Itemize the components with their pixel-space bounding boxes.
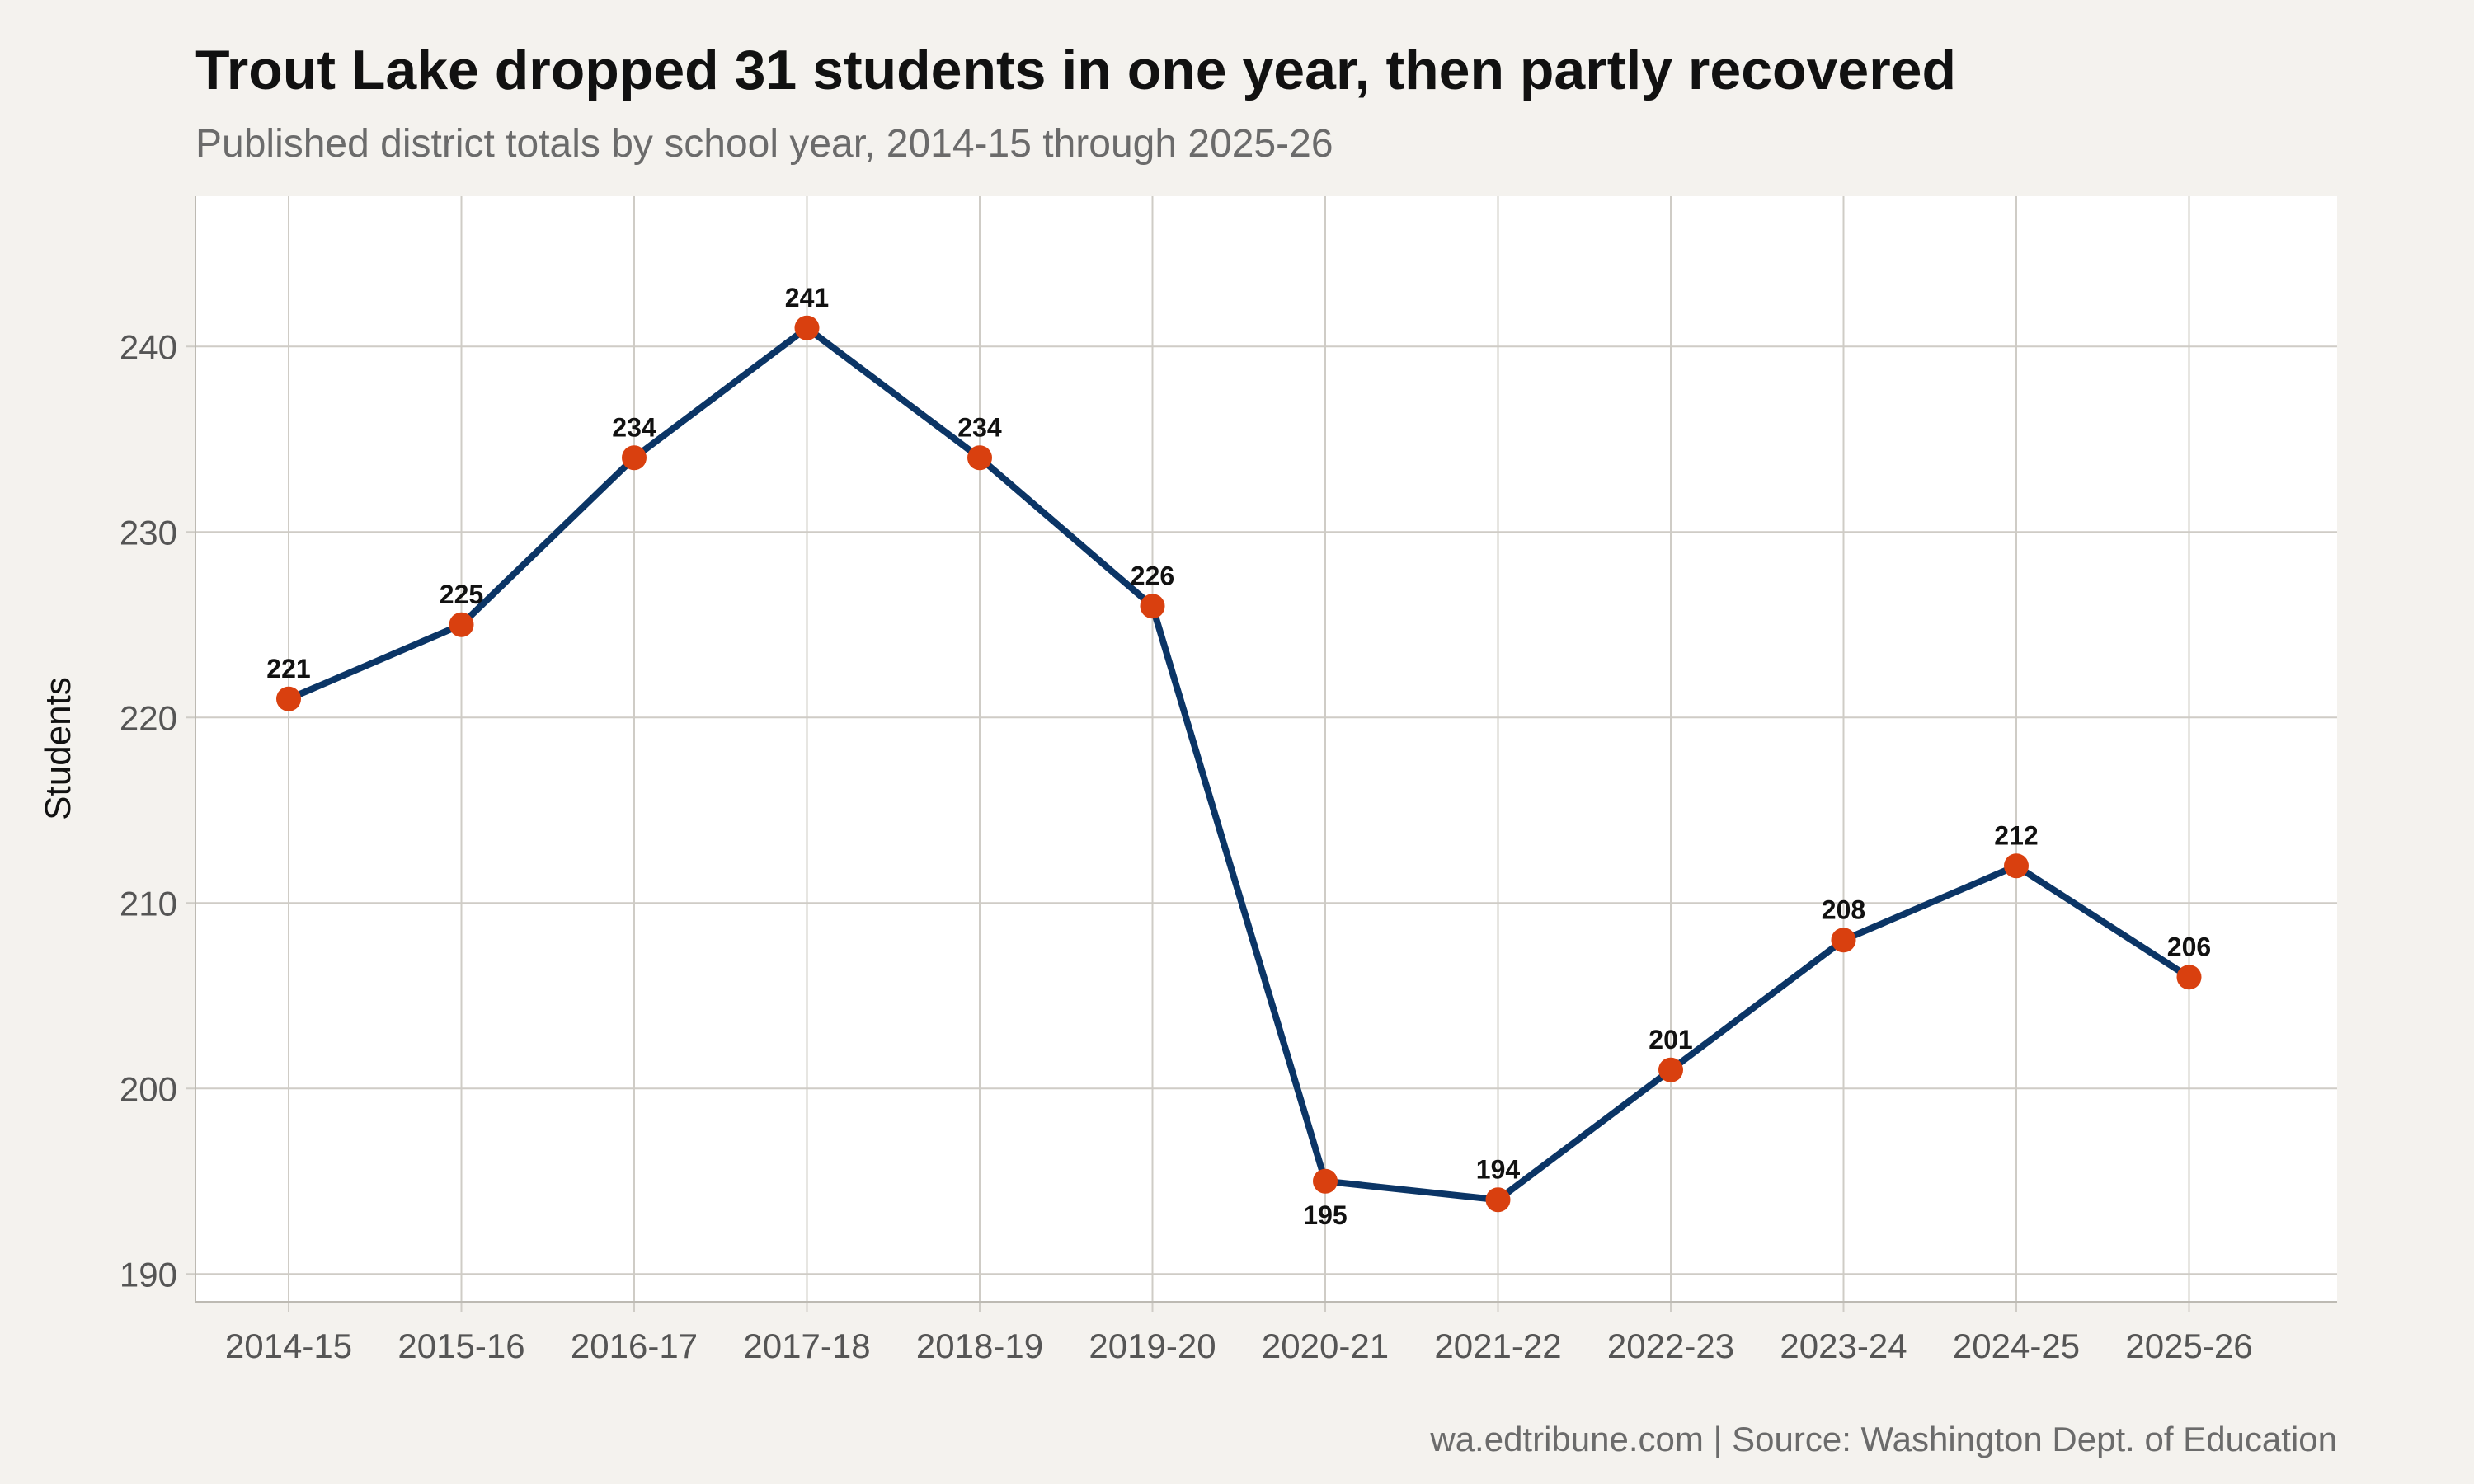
data-point — [967, 445, 992, 471]
data-label: 226 — [1131, 561, 1174, 590]
y-tick-label: 240 — [120, 327, 177, 366]
data-label: 195 — [1303, 1200, 1347, 1230]
data-point — [794, 315, 820, 340]
gridlines — [195, 196, 2337, 1302]
x-tick-label: 2020-21 — [1262, 1327, 1389, 1365]
series-points-group — [276, 315, 2202, 1213]
x-tick-labels: 2014-15 2015-16 2016-17 2017-18 2018-19 2019-… — [225, 1327, 2253, 1365]
data-label: 206 — [2167, 932, 2211, 961]
y-tick-labels: 190 200 210 220 230 240 — [120, 327, 177, 1294]
data-point — [449, 612, 474, 637]
data-label: 194 — [1476, 1154, 1521, 1184]
data-point — [1485, 1187, 1511, 1213]
x-tick-label: 2023-24 — [1780, 1327, 1907, 1365]
y-axis-label: Students — [38, 677, 78, 820]
data-label: 208 — [1822, 895, 1865, 924]
x-tick-label: 2022-23 — [1607, 1327, 1734, 1365]
data-point — [622, 445, 647, 471]
y-tick-label: 220 — [120, 698, 177, 737]
series-line-group — [285, 324, 2193, 1204]
data-point — [1140, 594, 1165, 619]
x-tick-label: 2019-20 — [1089, 1327, 1216, 1365]
x-tick-label: 2021-22 — [1434, 1327, 1561, 1365]
data-point — [2004, 853, 2029, 879]
data-label: 234 — [612, 412, 656, 442]
data-point — [1831, 928, 1856, 953]
data-label: 212 — [1994, 820, 2038, 850]
x-tick-label: 2016-17 — [571, 1327, 698, 1365]
chart-caption: wa.edtribune.com | Source: Washington De… — [1429, 1420, 2337, 1458]
data-point — [1658, 1057, 1683, 1082]
data-point — [1313, 1168, 1338, 1194]
data-point — [276, 686, 301, 711]
x-tick-label: 2017-18 — [743, 1327, 870, 1365]
axes — [186, 196, 2337, 1312]
y-tick-label: 230 — [120, 513, 177, 552]
x-tick-label: 2014-15 — [225, 1327, 352, 1365]
chart-title: Trout Lake dropped 31 students in one ye… — [195, 39, 1956, 101]
x-tick-label: 2015-16 — [397, 1327, 524, 1365]
data-label: 221 — [266, 654, 310, 683]
x-tick-label: 2018-19 — [916, 1327, 1043, 1365]
x-tick-label: 2025-26 — [2125, 1327, 2252, 1365]
data-label: 201 — [1649, 1025, 1692, 1054]
x-tick-label: 2024-25 — [1953, 1327, 2080, 1365]
chart-subtitle: Published district totals by school year… — [195, 122, 1333, 166]
data-label: 225 — [440, 580, 483, 609]
series-line — [285, 324, 2193, 1204]
y-tick-label: 210 — [120, 884, 177, 923]
y-tick-label: 190 — [120, 1255, 177, 1294]
data-label: 241 — [785, 283, 829, 312]
data-point — [2176, 965, 2202, 990]
plot-panel — [195, 196, 2337, 1302]
data-label: 234 — [957, 412, 1002, 442]
data-labels-group: 221 225 234 241 234 226 195 194 201 208 212 206 — [266, 283, 2211, 1230]
y-tick-label: 200 — [120, 1069, 177, 1108]
